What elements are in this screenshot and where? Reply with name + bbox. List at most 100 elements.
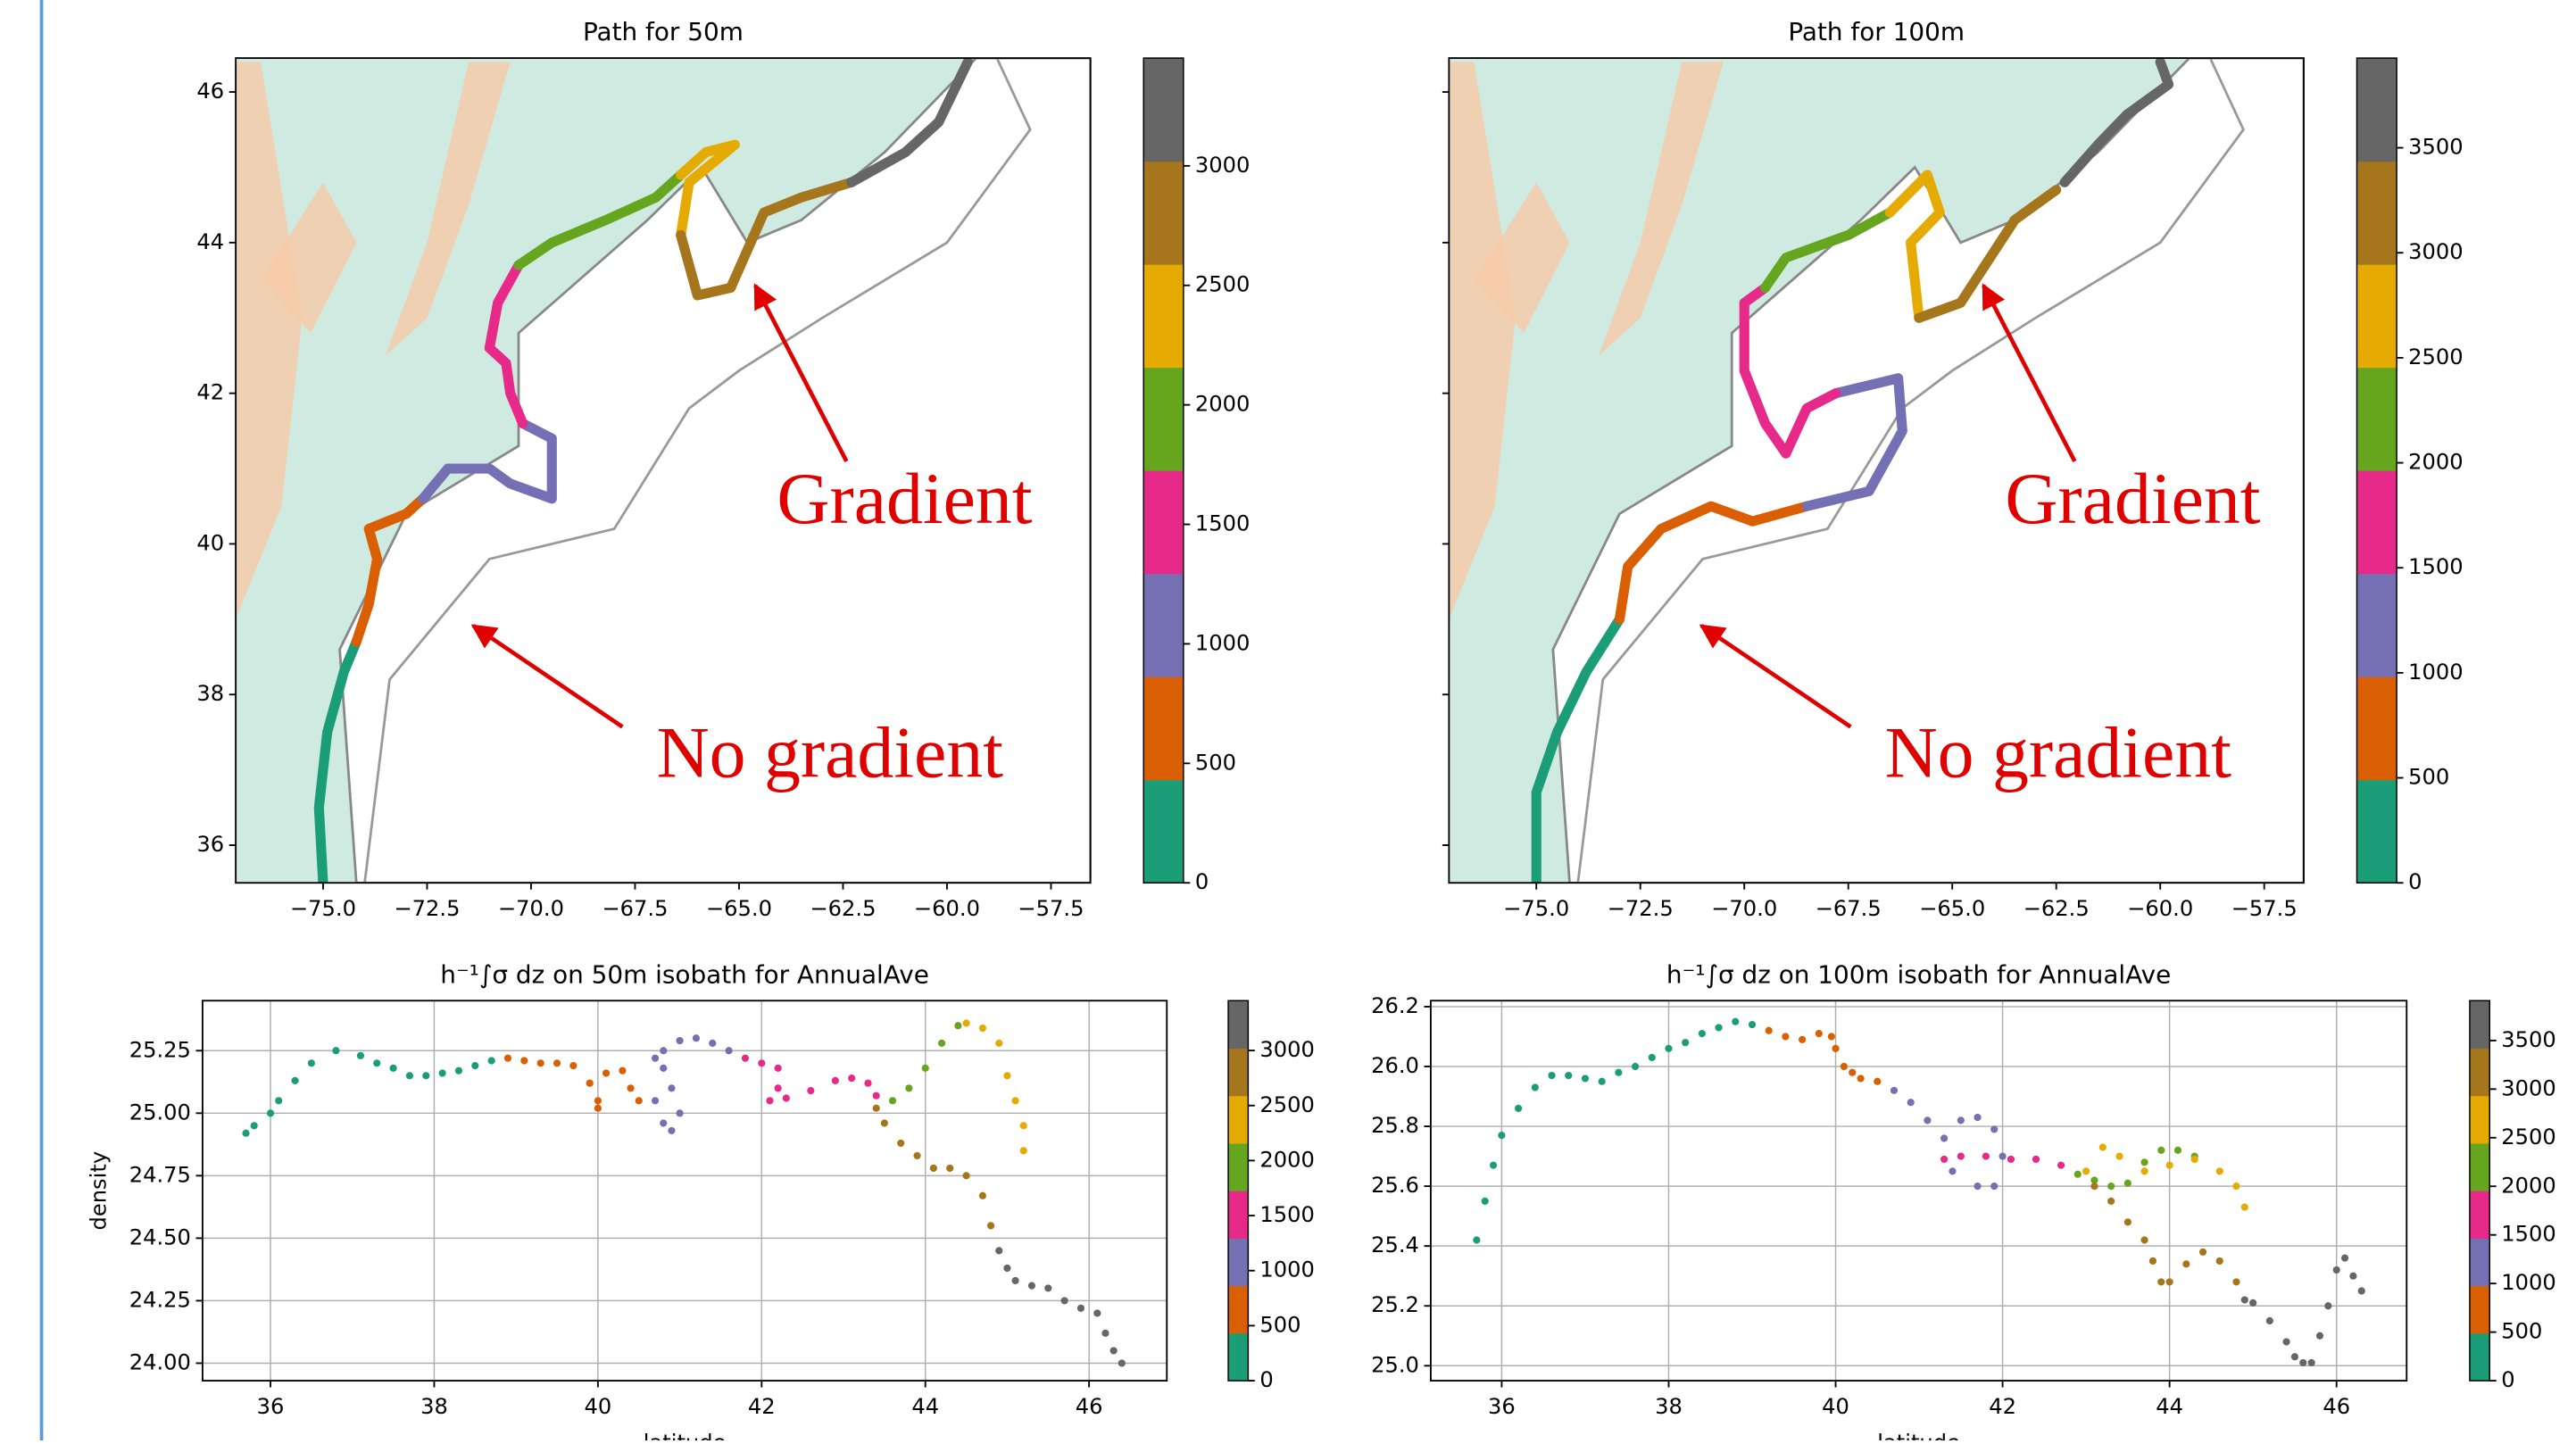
colorbar-band <box>2356 780 2397 884</box>
point <box>636 1097 643 1104</box>
colorbar-tick-label: 3000 <box>2408 239 2463 264</box>
point <box>1632 1063 1639 1070</box>
point <box>2324 1302 2331 1309</box>
point <box>1782 1033 1789 1040</box>
point <box>766 1097 773 1104</box>
point <box>832 1077 839 1084</box>
colorbar-band <box>1228 1143 1248 1191</box>
colorbar-tick-label: 500 <box>2408 765 2449 790</box>
point <box>1949 1167 1956 1174</box>
x-tick-label: −57.5 <box>2231 896 2298 921</box>
colorbar-tick-label: 1500 <box>1195 511 1250 536</box>
point <box>1028 1282 1035 1290</box>
point <box>2191 1156 2198 1163</box>
point <box>1077 1305 1084 1312</box>
y-tick-label: 44 <box>196 229 224 254</box>
colorbar-tick-label: 0 <box>1195 869 1209 894</box>
point <box>2266 1317 2273 1324</box>
point <box>979 1025 986 1032</box>
colorbar-tick-label: 2000 <box>2408 450 2463 475</box>
colorbar-tick-label: 1500 <box>2408 554 2463 579</box>
colorbar-tick-label: 0 <box>2408 869 2422 894</box>
colorbar-tick-label: 1000 <box>1259 1257 1314 1282</box>
point <box>2140 1236 2148 1243</box>
point <box>1907 1099 1915 1106</box>
point <box>308 1059 315 1066</box>
plot-area <box>203 1000 1167 1381</box>
colorbar-band <box>2356 58 2397 162</box>
point <box>1957 1116 1965 1124</box>
colorbar-tick-label: 2500 <box>2501 1124 2555 1149</box>
colorbar-tick-label: 1500 <box>1259 1202 1314 1227</box>
x-tick-label: −75.0 <box>1503 896 1569 921</box>
point <box>1715 1024 1722 1031</box>
colorbar-tick-label: 1000 <box>2501 1270 2555 1295</box>
point <box>2249 1299 2256 1307</box>
colorbar-band <box>1228 1191 1248 1239</box>
point <box>2291 1353 2298 1360</box>
point <box>291 1077 298 1084</box>
colorbar-tick-label: 0 <box>1259 1367 1273 1392</box>
annotation: Gradient <box>2005 458 2260 539</box>
point <box>938 1040 945 1047</box>
x-tick-label: −70.0 <box>498 896 564 921</box>
colorbar-band <box>2470 1333 2489 1382</box>
point <box>2216 1257 2223 1265</box>
point <box>693 1034 700 1042</box>
point <box>504 1055 511 1062</box>
colorbar-band <box>1143 58 1184 162</box>
axes-title: Path for 50m <box>583 17 744 46</box>
point <box>1699 1030 1706 1037</box>
point <box>726 1047 733 1054</box>
point <box>2232 1278 2239 1285</box>
colorbar-tick-label: 500 <box>2501 1319 2542 1344</box>
point <box>1766 1027 1773 1034</box>
x-tick-label: 36 <box>1488 1394 1516 1419</box>
point <box>1940 1156 1948 1163</box>
y-tick-label: 26.0 <box>1371 1053 1419 1078</box>
point <box>242 1130 249 1137</box>
colorbar-tick-label: 2000 <box>1195 392 1250 417</box>
point <box>1841 1063 1848 1070</box>
y-tick-label: 24.25 <box>129 1287 191 1312</box>
point <box>709 1040 716 1047</box>
point <box>2232 1183 2239 1190</box>
point <box>251 1122 258 1129</box>
point <box>660 1047 667 1054</box>
point <box>652 1097 659 1104</box>
x-tick-label: 40 <box>1822 1394 1849 1419</box>
point <box>1548 1072 1555 1079</box>
x-tick-label: −72.5 <box>394 896 460 921</box>
point <box>537 1059 544 1066</box>
colorbar-tick-label: 1500 <box>2501 1222 2555 1247</box>
point <box>1061 1297 1068 1304</box>
point <box>1974 1183 1981 1190</box>
point <box>1118 1359 1126 1366</box>
point <box>594 1105 602 1112</box>
point <box>422 1072 429 1079</box>
point <box>520 1057 528 1064</box>
x-tick-label: 46 <box>2323 1394 2350 1419</box>
point <box>390 1065 397 1072</box>
point <box>1816 1030 1823 1037</box>
point <box>602 1069 610 1076</box>
point <box>2199 1249 2206 1256</box>
axes-title: h⁻¹∫σ dz on 50m isobath for AnnualAve <box>440 959 929 989</box>
x-tick-label: −65.0 <box>706 896 772 921</box>
colorbar-band <box>2470 1238 2489 1286</box>
point <box>406 1072 413 1079</box>
point <box>373 1059 380 1066</box>
colorbar-band <box>2356 676 2397 780</box>
y-tick-label: 25.8 <box>1371 1113 1419 1138</box>
point <box>775 1084 782 1091</box>
point <box>954 1022 961 1029</box>
point <box>1473 1236 1480 1243</box>
colorbar-band <box>2470 1143 2489 1191</box>
x-tick-label: −70.0 <box>1711 896 1777 921</box>
x-tick-label: −57.5 <box>1018 896 1084 921</box>
point <box>1110 1347 1118 1354</box>
point <box>455 1067 462 1075</box>
colorbar-band <box>1143 574 1184 677</box>
point <box>848 1075 855 1082</box>
point <box>2316 1332 2323 1340</box>
